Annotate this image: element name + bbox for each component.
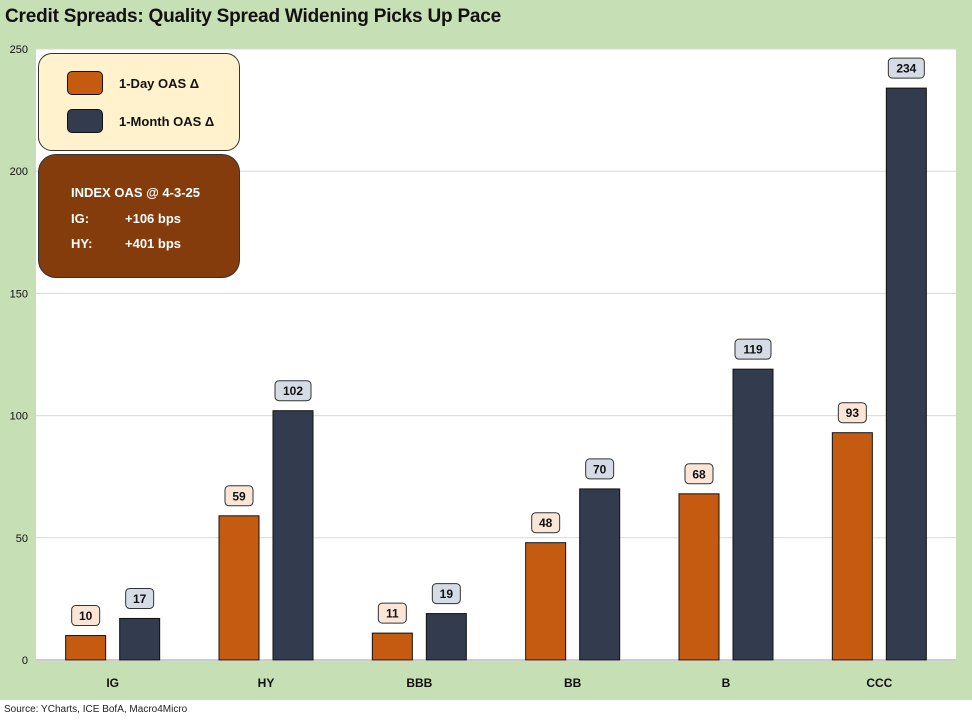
bar-1-month (732, 368, 774, 661)
bar-1-month (272, 410, 314, 661)
data-label: 17 (133, 592, 147, 606)
bar-1-day (831, 432, 873, 661)
bar-1-month (579, 488, 621, 661)
y-tick-label: 150 (10, 288, 28, 300)
bar-1-day (218, 515, 260, 661)
bar-1-month (885, 87, 927, 661)
bar-1-day (371, 632, 413, 661)
legend-swatch-1-month (67, 109, 103, 133)
legend: 1-Day OAS Δ 1-Month OAS Δ (38, 53, 240, 151)
x-tick-label: IG (106, 676, 119, 690)
legend-item-1-month: 1-Month OAS Δ (67, 109, 214, 133)
data-label: 102 (283, 384, 303, 398)
y-tick-label: 200 (10, 166, 28, 178)
source-note: Source: YCharts, ICE BofA, Macro4Micro (4, 704, 188, 715)
x-tick-label: B (722, 676, 731, 690)
info-hy-line: HY: +401 bps (71, 236, 181, 251)
legend-item-1-day: 1-Day OAS Δ (67, 71, 199, 95)
data-label: 68 (692, 467, 706, 481)
data-label: 19 (440, 587, 454, 601)
info-ig-label: IG: (71, 211, 90, 226)
data-label: 59 (232, 489, 246, 503)
data-label: 11 (386, 607, 399, 621)
bar-1-day (525, 542, 567, 661)
x-tick-label: HY (258, 676, 275, 690)
y-tick-label: 0 (22, 655, 28, 667)
data-label-box (431, 583, 461, 605)
data-label-box (274, 380, 312, 402)
data-label: 48 (539, 516, 553, 530)
info-ig-line: IG: +106 bps (71, 211, 181, 226)
data-label-box (837, 402, 867, 424)
data-label-box (585, 458, 615, 480)
x-tick-label: BBB (406, 676, 432, 690)
index-oas-info-box: INDEX OAS @ 4-3-25 IG: +106 bps HY: +401 b… (38, 154, 240, 278)
data-label-box (734, 338, 772, 360)
data-label-box (71, 605, 101, 627)
plot-area (36, 49, 956, 661)
y-tick-label: 50 (16, 533, 28, 545)
data-label-box (684, 463, 714, 485)
x-tick-label: BB (564, 676, 582, 690)
data-label: 119 (743, 343, 763, 357)
legend-label-1-month: 1-Month OAS Δ (119, 113, 215, 129)
data-label: 93 (846, 406, 860, 420)
y-tick-label: 100 (10, 411, 28, 423)
bar-1-day (65, 635, 107, 661)
bar-1-month (425, 613, 467, 661)
info-hy-label: HY: (71, 236, 93, 251)
data-label: 234 (896, 62, 916, 76)
data-label-box (377, 602, 407, 624)
y-tick-label: 250 (10, 44, 28, 56)
data-label: 10 (79, 609, 93, 623)
chart-title: Credit Spreads: Quality Spread Widening … (5, 6, 502, 27)
data-label: 70 (593, 462, 607, 476)
bar-1-day (678, 493, 720, 661)
data-label-box (531, 512, 561, 534)
info-hy-value: +401 bps (125, 236, 182, 251)
data-label-box (125, 587, 155, 609)
info-ig-value: +106 bps (125, 211, 182, 226)
legend-label-1-day: 1-Day OAS Δ (119, 75, 200, 91)
legend-swatch-1-day (67, 71, 103, 95)
data-label-box (887, 57, 925, 79)
x-tick-label: CCC (866, 676, 892, 690)
info-title: INDEX OAS @ 4-3-25 (71, 185, 200, 200)
bar-1-month (119, 617, 161, 661)
bar-chart: 0501001502002501017IG59102HY1119BBB4870B… (10, 44, 956, 690)
data-label-box (224, 485, 254, 507)
